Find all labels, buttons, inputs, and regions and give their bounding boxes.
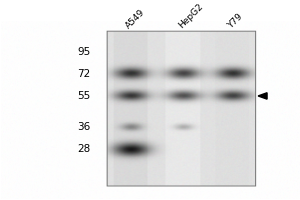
Text: A549: A549 bbox=[124, 7, 147, 30]
Text: 36: 36 bbox=[77, 122, 90, 132]
Text: 28: 28 bbox=[77, 144, 90, 154]
Text: 55: 55 bbox=[77, 91, 90, 101]
Text: 95: 95 bbox=[77, 47, 90, 57]
Text: Y79: Y79 bbox=[226, 12, 244, 30]
Text: HepG2: HepG2 bbox=[176, 2, 205, 30]
Polygon shape bbox=[258, 93, 267, 99]
Text: 72: 72 bbox=[77, 69, 90, 79]
